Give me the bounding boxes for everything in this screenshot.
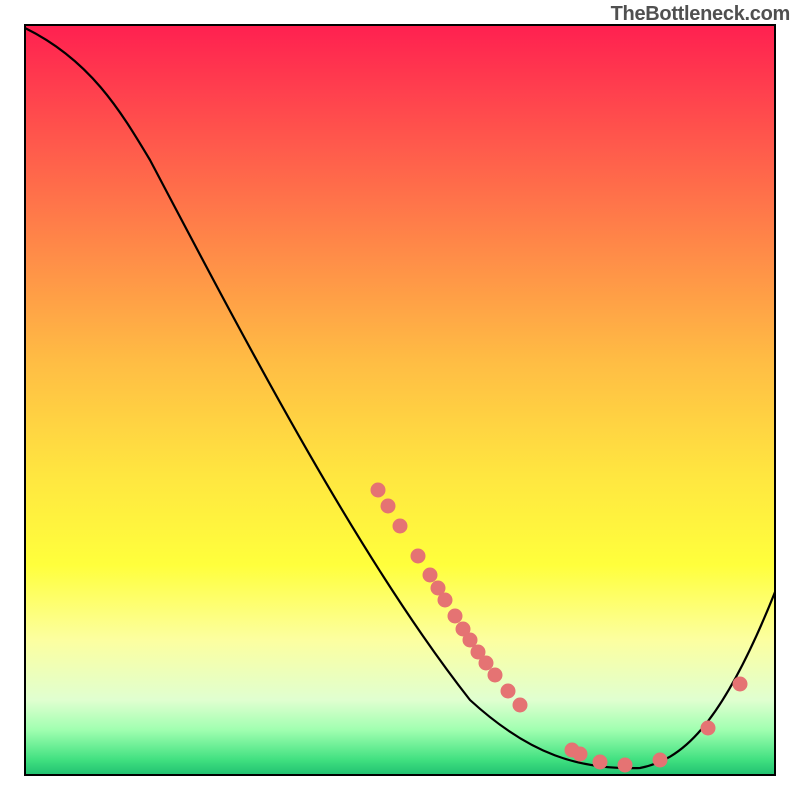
data-marker — [479, 656, 493, 670]
bottleneck-chart-svg — [0, 0, 800, 800]
data-marker — [423, 568, 437, 582]
data-marker — [381, 499, 395, 513]
data-marker — [701, 721, 715, 735]
data-marker — [653, 753, 667, 767]
data-marker — [733, 677, 747, 691]
data-marker — [448, 609, 462, 623]
data-marker — [488, 668, 502, 682]
data-marker — [393, 519, 407, 533]
watermark-text: TheBottleneck.com — [611, 3, 790, 26]
data-marker — [513, 698, 527, 712]
data-marker — [501, 684, 515, 698]
data-marker — [463, 633, 477, 647]
data-marker — [573, 747, 587, 761]
chart-container: TheBottleneck.com — [0, 0, 800, 800]
data-marker — [593, 755, 607, 769]
data-marker — [618, 758, 632, 772]
data-marker — [438, 593, 452, 607]
data-marker — [411, 549, 425, 563]
data-marker — [371, 483, 385, 497]
